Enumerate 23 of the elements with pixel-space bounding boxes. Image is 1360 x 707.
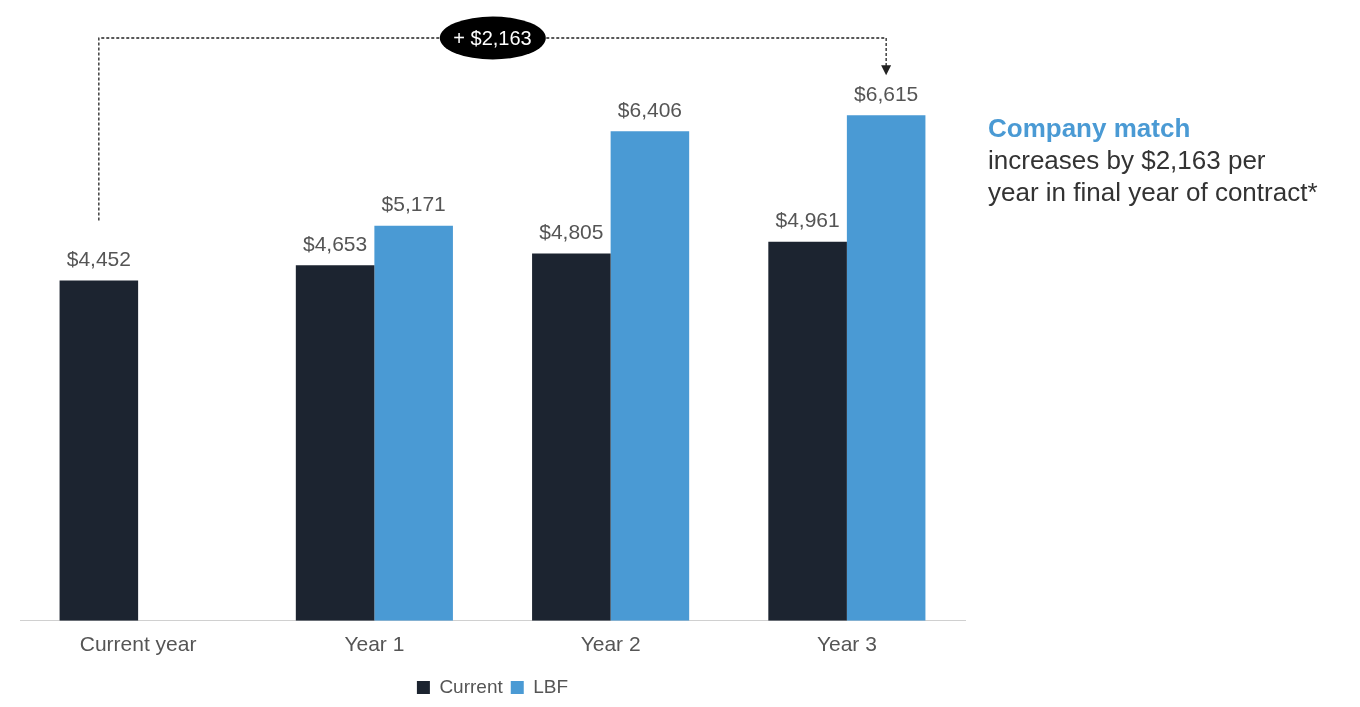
bar bbox=[768, 241, 847, 621]
bar bbox=[295, 265, 375, 621]
data-label: $6,615 bbox=[854, 81, 919, 105]
legend-label: LBF bbox=[533, 675, 569, 697]
data-label: $4,452 bbox=[66, 246, 131, 270]
bar bbox=[846, 115, 926, 621]
bar bbox=[374, 225, 453, 621]
bar bbox=[59, 280, 139, 621]
x-tick-label: Year 2 bbox=[580, 632, 641, 656]
legend-label: Current bbox=[439, 675, 504, 697]
text: increases by $2,163 per year in final year of contract* bbox=[988, 144, 1318, 208]
x-tick-label: Year 3 bbox=[816, 632, 877, 656]
data-label: $5,171 bbox=[381, 191, 446, 215]
x-tick-label: Year 1 bbox=[344, 632, 405, 656]
x-tick-label: Current year bbox=[79, 632, 197, 656]
data-label: $4,653 bbox=[302, 231, 368, 255]
data-label: $6,406 bbox=[617, 97, 683, 121]
data-label: $4,961 bbox=[775, 207, 840, 231]
data-label: $4,805 bbox=[539, 219, 604, 243]
bar bbox=[532, 253, 611, 621]
annotation: + $2,163 bbox=[439, 16, 546, 60]
bar bbox=[610, 131, 690, 621]
text: Company match bbox=[988, 112, 1192, 144]
